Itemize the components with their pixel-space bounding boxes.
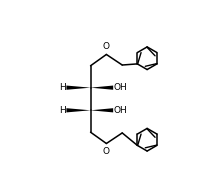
Text: H: H [59,83,66,92]
Text: O: O [102,42,109,51]
Text: OH: OH [114,106,128,115]
Text: O: O [102,147,109,156]
Polygon shape [66,108,91,113]
Polygon shape [66,85,91,90]
Polygon shape [91,108,113,113]
Text: H: H [59,106,66,115]
Text: OH: OH [114,83,128,92]
Polygon shape [91,85,113,90]
